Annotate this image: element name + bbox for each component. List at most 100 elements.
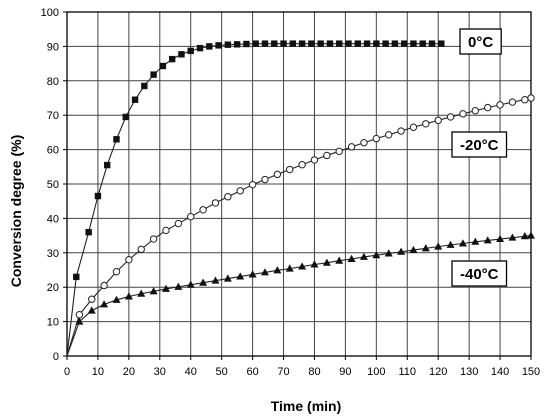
data-point-triangle [384,249,393,257]
data-point-triangle [223,274,232,282]
data-point-triangle [236,272,245,280]
data-point-triangle [87,306,96,314]
y-tick-label: 20 [47,282,59,294]
y-tick-label: 80 [47,76,59,88]
data-point-circle [273,170,282,179]
data-point-triangle [483,236,492,244]
data-point-square [104,161,111,169]
y-tick-label: 90 [47,41,59,53]
data-point-square [224,41,232,48]
x-tick-label: 90 [339,366,351,378]
data-point-circle [211,199,220,207]
data-point-triangle [520,232,529,240]
data-point-square [94,192,102,200]
data-point-square [326,40,334,47]
data-point-circle [409,123,418,131]
data-point-circle [149,235,158,243]
series-label-text: 0°C [468,34,493,51]
data-point-circle [174,219,183,228]
data-point-triangle [397,247,406,255]
data-point-circle [112,268,121,276]
series-layer [66,40,535,357]
data-point-square [363,40,371,47]
x-tick-label: 110 [398,366,416,378]
data-point-circle [372,134,381,143]
x-tick-label: 70 [277,366,289,378]
data-point-square [428,40,436,47]
x-tick-label: 20 [123,366,135,378]
x-tick-label: 150 [522,366,540,378]
y-tick-label: 10 [47,317,59,329]
data-point-circle [521,96,529,104]
data-point-square [233,41,241,48]
data-point-square [261,40,269,47]
data-point-triangle [273,266,282,274]
x-tick-label: 120 [429,366,447,378]
data-point-square [438,40,445,47]
data-point-circle [360,139,368,147]
data-point-triangle [174,282,183,290]
series-label-text: -40°C [460,266,499,283]
data-point-circle [446,113,455,121]
data-point-square [178,51,185,58]
series-2 [66,231,535,357]
data-point-circle [162,226,170,235]
data-point-triangle [508,233,517,241]
data-point-circle [385,131,393,139]
series-label-text: -20°C [460,137,499,154]
series-label-box [451,131,508,158]
data-point-triangle [298,262,307,270]
data-point-triangle [149,287,158,295]
data-point-square [298,40,306,47]
data-point-square [131,96,139,103]
data-point-square [206,43,213,50]
data-point-square [141,82,148,90]
data-point-triangle [310,260,319,268]
data-point-square [289,40,297,47]
data-point-square [159,62,167,70]
series-label-1: -20°C [451,131,508,158]
series-label-0: 0°C [459,28,502,55]
data-point-square [243,40,250,48]
data-point-triangle [100,300,109,308]
data-point-triangle [347,254,356,262]
grid [66,11,532,357]
data-point-triangle [112,295,121,303]
data-point-triangle [421,244,430,252]
data-point-triangle [199,278,208,286]
series-label-box [451,260,508,287]
series-0 [66,40,445,357]
data-point-square [187,47,194,55]
data-point-square [271,40,278,47]
data-point-square [410,40,417,47]
data-point-circle [483,103,492,112]
y-tick-label: 100 [41,7,59,19]
y-tick-label: 40 [47,213,59,225]
data-point-circle [261,175,269,184]
data-point-square [391,40,399,47]
x-tick-label: 50 [216,366,228,378]
data-point-circle [187,212,195,221]
data-point-circle [496,101,504,109]
data-point-square [215,42,222,49]
data-point-square [73,273,80,281]
data-point-square [373,40,380,47]
y-tick-label: 0 [53,351,59,363]
y-tick-label: 30 [47,248,59,260]
data-point-triangle [75,317,84,325]
axes: 0 10 20 30 40 50 60 70 80 90 100 110 120 130 140 150 0 10… [41,7,541,378]
data-point-square [168,55,176,63]
data-point-triangle [409,245,418,254]
x-tick-label: 30 [154,366,166,378]
data-point-triangle [359,252,368,260]
data-point-square [252,40,259,47]
data-point-triangle [434,242,443,250]
data-point-circle [100,281,108,290]
data-point-circle [125,255,133,264]
x-tick-label: 130 [460,366,478,378]
data-point-circle [347,143,356,151]
series-label-box [459,28,502,55]
data-point-circle [527,94,535,102]
